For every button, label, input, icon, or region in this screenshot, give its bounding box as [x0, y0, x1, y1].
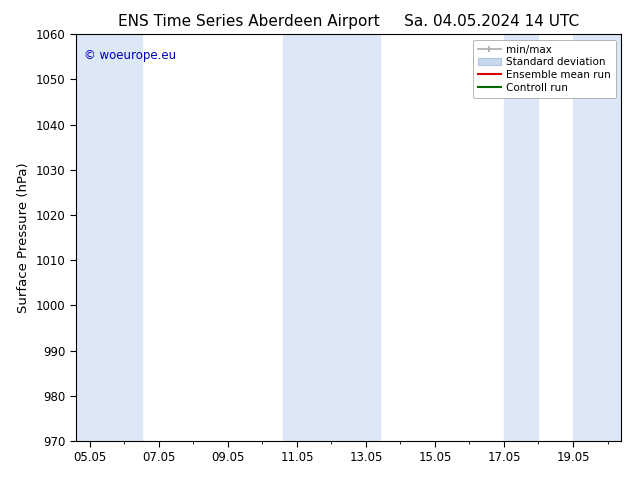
Bar	[76, 34, 107, 441]
Bar	[311, 34, 380, 441]
Text: © woeurope.eu: © woeurope.eu	[84, 49, 176, 62]
Bar	[573, 34, 621, 441]
Bar	[283, 34, 311, 441]
Bar	[107, 34, 141, 441]
Legend: min/max, Standard deviation, Ensemble mean run, Controll run: min/max, Standard deviation, Ensemble me…	[473, 40, 616, 98]
Y-axis label: Surface Pressure (hPa): Surface Pressure (hPa)	[17, 162, 30, 313]
Title: ENS Time Series Aberdeen Airport     Sa. 04.05.2024 14 UTC: ENS Time Series Aberdeen Airport Sa. 04.…	[118, 14, 579, 29]
Bar	[504, 34, 538, 441]
